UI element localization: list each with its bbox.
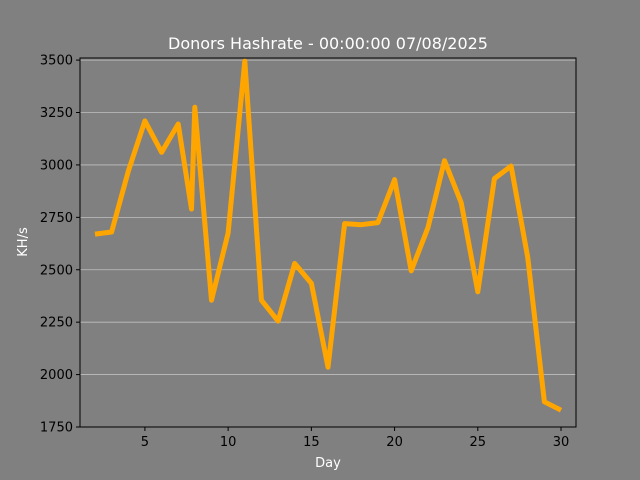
chart-title: Donors Hashrate - 00:00:00 07/08/2025: [168, 34, 488, 53]
y-tick-label: 3500: [40, 54, 73, 69]
y-tick-label: 1750: [40, 421, 73, 436]
x-axis: 5 10 15 20 25 30: [141, 427, 570, 450]
series-group: [94, 58, 563, 413]
y-axis-label: KH/s: [16, 227, 31, 257]
x-tick-label: 30: [553, 435, 570, 450]
plot-frame: [79, 57, 577, 428]
series-line: [94, 58, 563, 413]
x-tick-label: 25: [470, 435, 487, 450]
x-tick-label: 5: [141, 435, 149, 450]
y-tick-label: 3000: [40, 158, 73, 173]
y-tick-label: 3250: [40, 106, 73, 121]
y-axis: 1750 2000 2250 2500 2750 3000 3250 3500: [40, 54, 80, 436]
grid-lines: [80, 59, 576, 428]
y-tick-label: 2500: [40, 263, 73, 278]
x-tick-label: 10: [220, 435, 237, 450]
y-tick-label: 2250: [40, 316, 73, 331]
y-tick-label: 2750: [40, 211, 73, 226]
x-tick-label: 20: [386, 435, 403, 450]
x-tick-label: 15: [303, 435, 320, 450]
x-axis-label: Day: [315, 456, 341, 471]
y-tick-label: 2000: [40, 368, 73, 383]
